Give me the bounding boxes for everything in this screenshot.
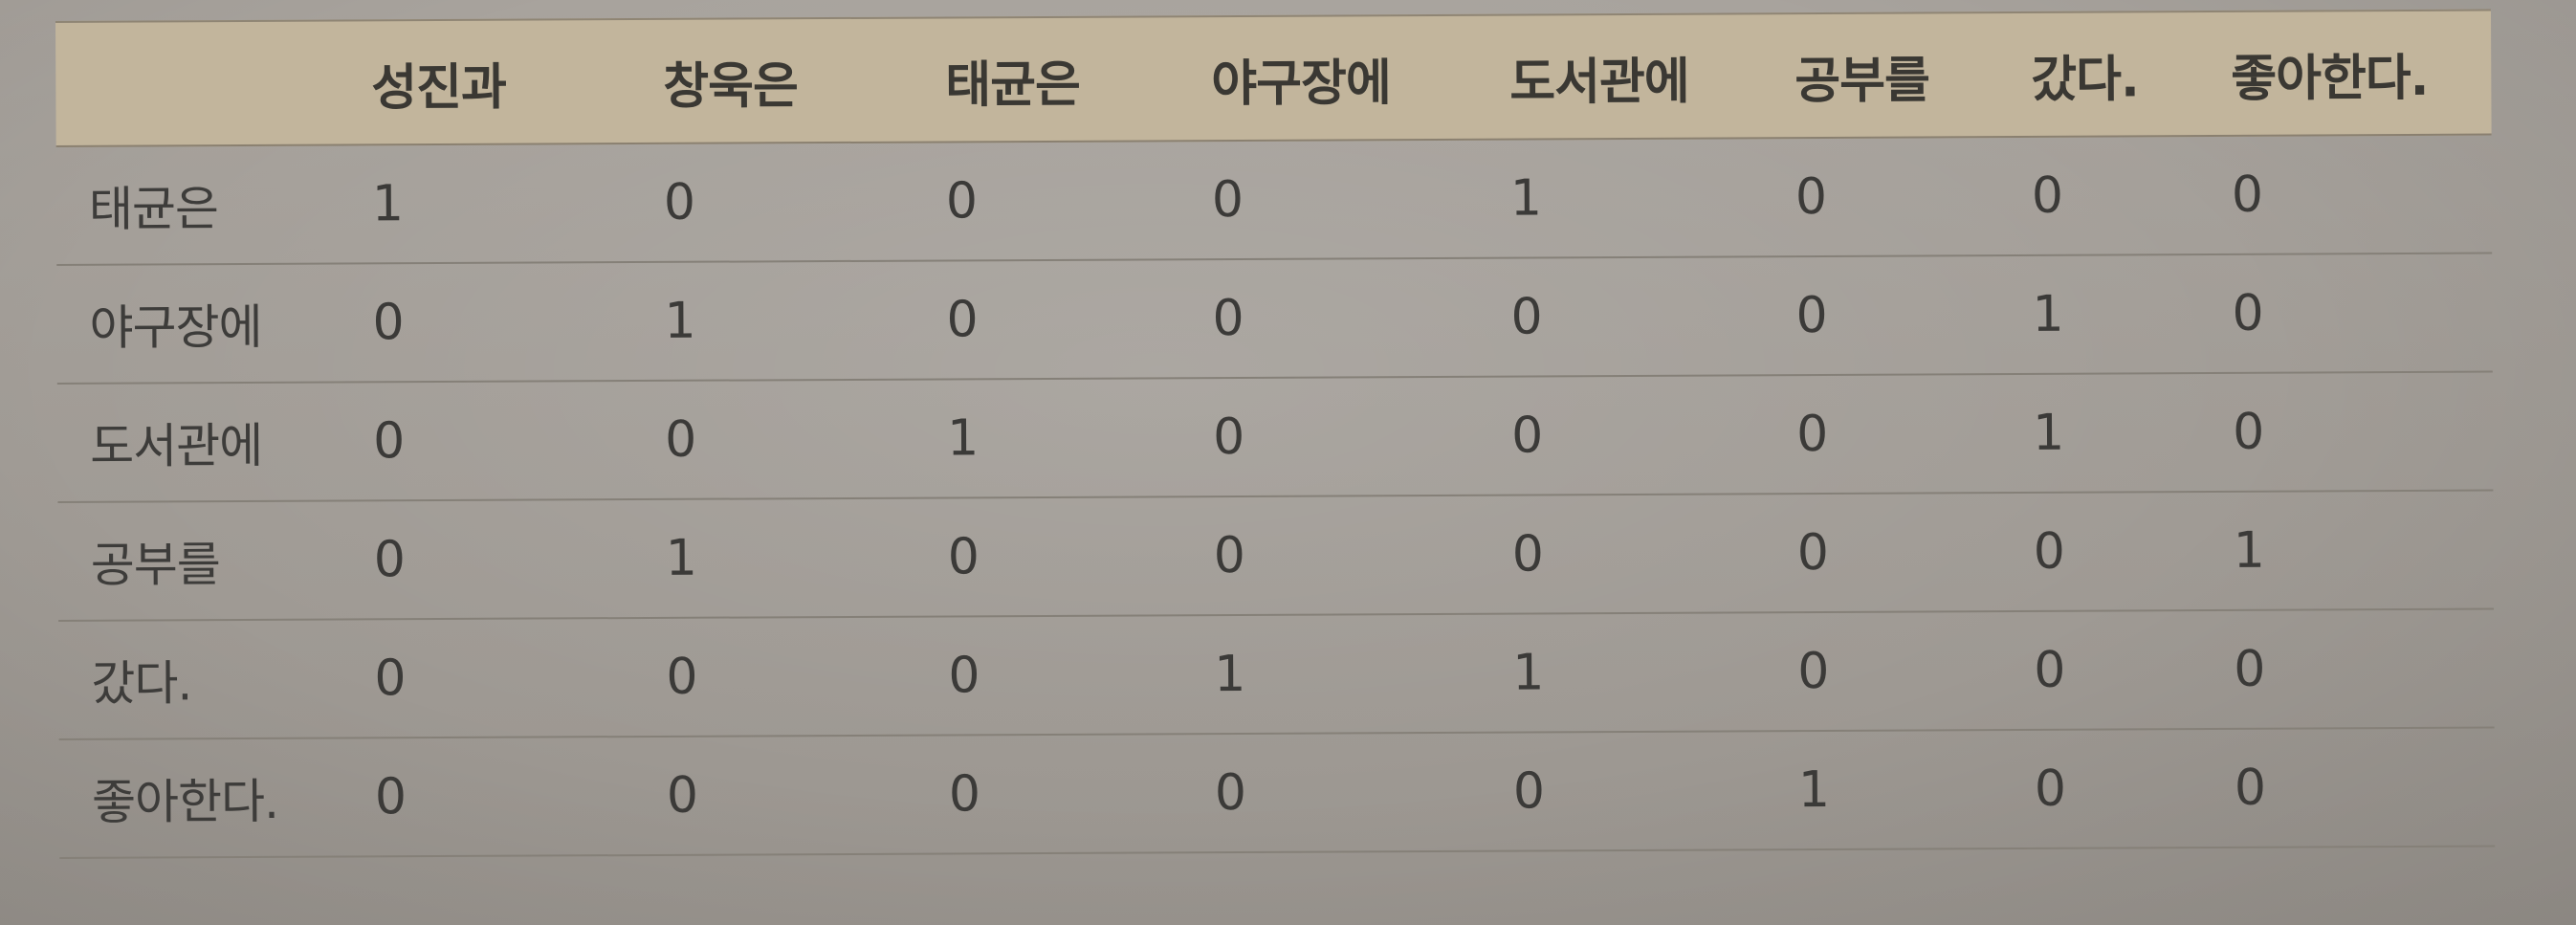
table-cell: 0: [1795, 405, 1829, 464]
table-row: 도서관에 0 0 1 0 0 0 1 0: [56, 372, 2494, 503]
table-cell: 0: [1510, 288, 1543, 346]
table-cell: 0: [2033, 522, 2065, 581]
table-cell: 1: [1509, 169, 1543, 228]
column-header: 도서관에: [1509, 53, 1689, 112]
table-cell: 0: [1510, 407, 1544, 465]
table-cell: 0: [1211, 170, 1244, 230]
table-row: 태균은 1 0 0 0 1 0 0 0: [55, 135, 2493, 266]
table-cell: 0: [2234, 640, 2266, 698]
table-cell: 0: [1512, 762, 1546, 821]
table-cell: 1: [2032, 404, 2065, 462]
table-cell: 0: [1213, 526, 1245, 585]
table-cell: 0: [2231, 165, 2264, 224]
row-label: 도서관에: [90, 417, 263, 474]
table-cell: 0: [2034, 641, 2066, 699]
table-cell: 1: [2032, 285, 2064, 343]
table-cell: 1: [664, 292, 696, 350]
table-cell: 0: [373, 412, 406, 471]
table-cell: 0: [2234, 759, 2267, 817]
row-label: 야구장에: [89, 298, 262, 356]
table-cell: 1: [1797, 760, 1831, 820]
table-cell: 0: [1794, 167, 1828, 227]
table-cell: 0: [373, 531, 406, 589]
table-cell: 0: [663, 173, 696, 231]
column-header: 태균은: [945, 55, 1081, 114]
column-header: 창욱은: [663, 56, 799, 116]
table-cell: 0: [946, 291, 979, 349]
table-cell: 0: [948, 647, 980, 705]
table-cell: 1: [946, 409, 980, 468]
word-matrix-table: 성진과 창욱은 태균은 야구장에 도서관에 공부를 갔다. 좋아한다. 태균은 …: [55, 9, 2496, 859]
row-label: 태균은: [88, 181, 219, 237]
table-cell: 0: [2232, 284, 2264, 342]
table-header: 성진과 창욱은 태균은 야구장에 도서관에 공부를 갔다. 좋아한다.: [55, 9, 2492, 147]
table-cell: 1: [665, 529, 697, 587]
table-cell: 0: [374, 650, 407, 708]
row-label: 좋아한다.: [91, 773, 279, 830]
table-cell: 0: [665, 410, 697, 469]
column-header: 성진과: [371, 58, 507, 117]
table-row: 좋아한다. 0 0 0 0 0 1 0 0: [58, 728, 2496, 859]
table-cell: 0: [1214, 763, 1247, 823]
table-cell: 1: [371, 175, 405, 233]
table-cell: 0: [2031, 166, 2064, 225]
table-cell: 0: [2232, 403, 2265, 461]
table-cell: 0: [666, 648, 698, 706]
table-cell: 1: [2233, 521, 2265, 580]
table-cell: 0: [666, 766, 699, 825]
table-cell: 1: [1512, 644, 1545, 702]
table-cell: 0: [372, 294, 405, 352]
table-cell: 0: [374, 768, 407, 826]
table-cell: 0: [1796, 523, 1829, 583]
table-row: 공부를 0 1 0 0 0 0 0 1: [57, 491, 2495, 622]
column-header: 공부를: [1794, 51, 1930, 110]
column-header: 좋아한다.: [2231, 49, 2429, 108]
table-cell: 0: [945, 172, 979, 231]
header-corner-cell: [55, 82, 352, 84]
table-cell: 0: [1212, 289, 1244, 348]
table-cell: 0: [2034, 760, 2067, 818]
table-cell: 0: [1797, 642, 1830, 701]
table-row: 갔다. 0 0 0 1 1 0 0 0: [58, 609, 2495, 740]
table-cell: 1: [1214, 645, 1246, 704]
table-cell: 0: [1212, 407, 1245, 467]
table-cell: 0: [947, 528, 980, 586]
column-header: 야구장에: [1211, 54, 1391, 113]
row-label: 갔다.: [91, 655, 192, 712]
table-cell: 0: [1795, 286, 1828, 345]
table-cell: 0: [948, 765, 981, 824]
table-row: 야구장에 0 1 0 0 0 0 1 0: [56, 253, 2493, 385]
row-label: 공부를: [90, 537, 220, 593]
column-header: 갔다.: [2031, 50, 2139, 109]
table-cell: 0: [1511, 525, 1544, 584]
